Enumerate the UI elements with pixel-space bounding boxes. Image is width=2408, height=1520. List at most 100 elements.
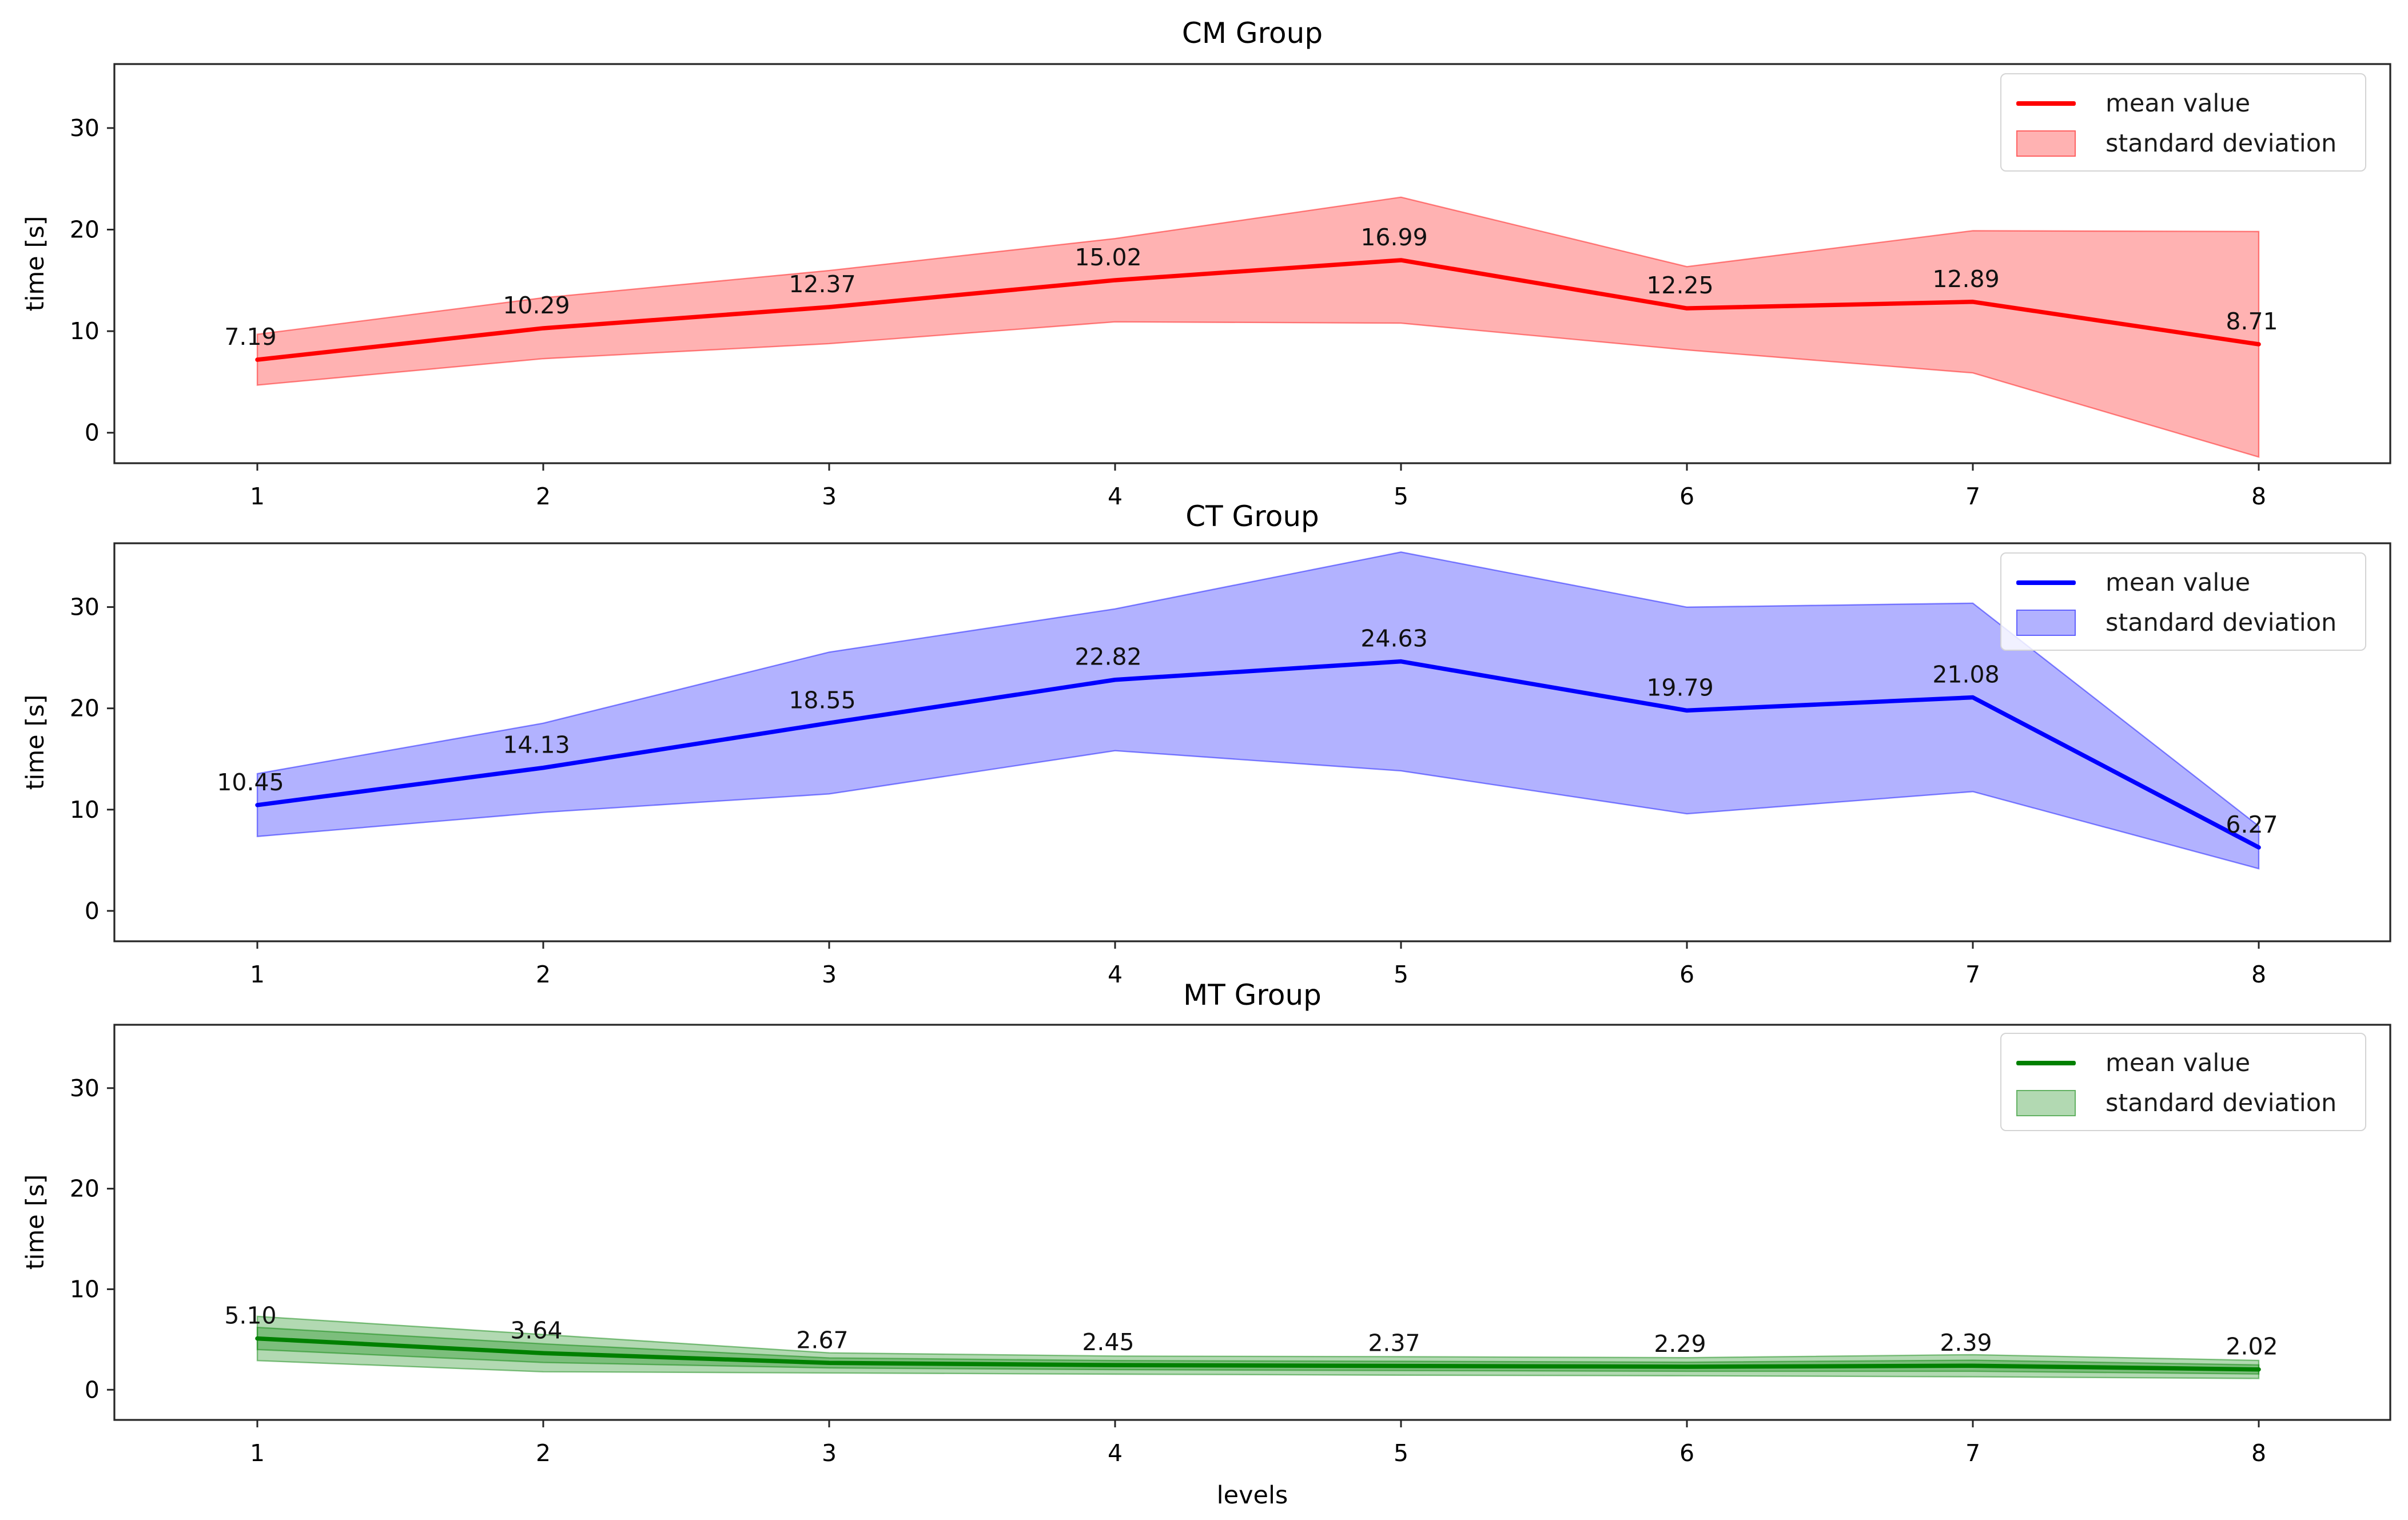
point-label: 6.27 <box>2226 811 2278 838</box>
x-tick-label: 1 <box>250 483 265 510</box>
legend-row-std: standard deviation <box>2016 605 2365 640</box>
x-tick-label: 2 <box>536 483 551 510</box>
std-fill-swatch-icon <box>2016 130 2076 157</box>
x-tick-label: 3 <box>822 483 837 510</box>
point-label: 2.02 <box>2226 1333 2278 1360</box>
legend-label-mean: mean value <box>2105 89 2251 118</box>
legend-label-std: standard deviation <box>2105 608 2337 637</box>
point-label: 14.13 <box>503 731 570 759</box>
x-tick-label: 1 <box>250 1439 265 1467</box>
mean-line <box>255 1336 2261 1372</box>
x-tick-label: 6 <box>1679 1439 1694 1467</box>
legend-row-std: standard deviation <box>2016 1085 2365 1121</box>
subplot-ct-group: 10.45 14.13 18.55 22.82 24.63 19.79 21.08 6.27 0… <box>70 542 2391 988</box>
x-tick-label: 1 <box>250 961 265 988</box>
y-tick-label: 0 <box>85 419 99 447</box>
chart-title-cm-group: CM Group <box>1181 17 1323 50</box>
axes-box <box>113 542 2391 942</box>
mean-line <box>255 258 2261 362</box>
point-label: 2.45 <box>1082 1328 1134 1356</box>
y-tick-label: 0 <box>85 1376 99 1403</box>
x-tick-label: 2 <box>536 1439 551 1467</box>
subplot-cm-group: 7.19 10.29 12.37 15.02 16.99 12.25 12.89 8.71 0 1… <box>70 63 2391 510</box>
x-tick-label: 7 <box>1965 483 1980 510</box>
y-axis-label-cm: time [s] <box>21 216 50 312</box>
axes-box <box>113 63 2391 464</box>
legend-mt-group: mean value standard deviation <box>2000 1033 2366 1131</box>
x-axis-label-levels: levels <box>1216 1481 1288 1510</box>
point-label: 3.64 <box>510 1316 562 1344</box>
y-tick-label: 30 <box>70 1075 99 1102</box>
chart-title-mt-group: MT Group <box>1183 978 1322 1012</box>
mean-line-swatch-icon <box>2016 101 2076 106</box>
chart-title-ct-group: CT Group <box>1185 500 1319 533</box>
std-band <box>256 1315 2260 1379</box>
x-tick-label: 8 <box>2251 961 2266 988</box>
std-band <box>256 196 2260 458</box>
x-tick-label: 8 <box>2251 1439 2266 1467</box>
x-tick-label: 4 <box>1108 483 1123 510</box>
y-tick-label: 30 <box>70 594 99 621</box>
y-tick-label: 30 <box>70 114 99 142</box>
y-tick-label: 20 <box>70 216 99 244</box>
legend-row-mean: mean value <box>2016 565 2365 600</box>
mean-line-swatch-icon <box>2016 1061 2076 1065</box>
point-label: 2.37 <box>1368 1330 1420 1357</box>
y-axis-label-ct: time [s] <box>21 694 50 790</box>
point-label: 8.71 <box>2226 308 2278 335</box>
legend-label-mean: mean value <box>2105 1049 2251 1077</box>
x-tick-label: 2 <box>536 961 551 988</box>
std-fill-swatch-icon <box>2016 610 2076 636</box>
x-tick-label: 7 <box>1965 961 1980 988</box>
mean-line-swatch-icon <box>2016 580 2076 585</box>
point-label: 12.37 <box>789 270 855 298</box>
y-tick-label: 20 <box>70 695 99 722</box>
y-tick-label: 20 <box>70 1175 99 1203</box>
x-tick-label: 3 <box>822 961 837 988</box>
legend-ct-group: mean value standard deviation <box>2000 552 2366 651</box>
mean-line <box>255 659 2261 850</box>
legend-label-std: standard deviation <box>2105 1089 2337 1117</box>
point-label: 16.99 <box>1360 224 1427 251</box>
x-tick-label: 7 <box>1965 1439 1980 1467</box>
point-label: 22.82 <box>1074 643 1141 671</box>
y-tick-label: 10 <box>70 317 99 345</box>
point-label: 2.39 <box>1940 1329 1992 1356</box>
legend-row-mean: mean value <box>2016 86 2365 121</box>
std-band <box>256 551 2260 870</box>
point-label: 24.63 <box>1360 625 1427 652</box>
legend-cm-group: mean value standard deviation <box>2000 73 2366 172</box>
x-tick-label: 8 <box>2251 483 2266 510</box>
point-label: 12.89 <box>1932 265 1999 293</box>
point-label: 2.29 <box>1654 1330 1706 1358</box>
x-tick-label: 5 <box>1394 961 1408 988</box>
std-fill-swatch-icon <box>2016 1090 2076 1116</box>
subplot-mt-group: 5.10 3.64 2.67 2.45 2.37 2.29 2.39 2.02 0 10 20 30 1… <box>70 1024 2391 1467</box>
point-label: 12.25 <box>1646 272 1713 299</box>
point-label: 21.08 <box>1932 661 1999 689</box>
legend-label-mean: mean value <box>2105 568 2251 597</box>
x-tick-label: 3 <box>822 1439 837 1467</box>
y-tick-label: 10 <box>70 796 99 823</box>
point-label: 7.19 <box>224 323 276 351</box>
point-label: 2.67 <box>796 1326 848 1354</box>
legend-row-std: standard deviation <box>2016 126 2365 161</box>
x-tick-label: 6 <box>1679 483 1694 510</box>
point-label: 19.79 <box>1646 674 1713 701</box>
x-tick-label: 5 <box>1394 1439 1408 1467</box>
point-label: 18.55 <box>789 686 855 714</box>
y-axis-label-mt: time [s] <box>21 1174 50 1270</box>
legend-row-mean: mean value <box>2016 1045 2365 1081</box>
x-tick-label: 4 <box>1108 961 1123 988</box>
point-label: 5.10 <box>224 1302 276 1330</box>
axes-box <box>113 1024 2391 1421</box>
x-tick-label: 5 <box>1394 483 1408 510</box>
y-tick-label: 10 <box>70 1275 99 1303</box>
point-label: 10.29 <box>503 292 570 319</box>
legend-label-std: standard deviation <box>2105 129 2337 158</box>
y-tick-label: 0 <box>85 897 99 925</box>
point-label: 10.45 <box>217 769 284 796</box>
x-tick-label: 6 <box>1679 961 1694 988</box>
